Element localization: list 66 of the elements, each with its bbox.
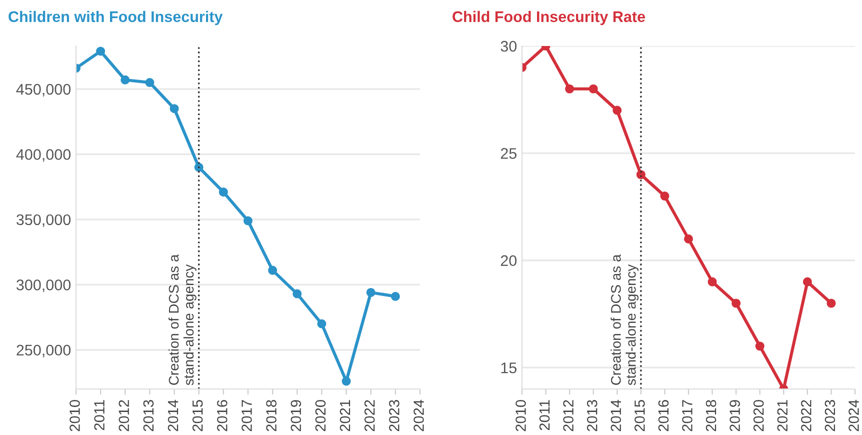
x-tick-label: 2016 [217, 400, 228, 432]
point [390, 292, 400, 301]
x-tick-label: 2018 [266, 400, 276, 432]
x-tick-label: 2014 [610, 400, 622, 432]
point [826, 298, 836, 308]
y-tick-label: 350,000 [16, 214, 71, 227]
point [342, 376, 351, 386]
point [292, 289, 302, 298]
point [802, 277, 812, 286]
point [268, 266, 278, 275]
y-tick-label: 250,000 [16, 344, 71, 358]
x-tick-label: 2018 [706, 400, 716, 432]
x-tick-label: 2021 [340, 400, 350, 432]
x-tick-label: 2020 [315, 400, 326, 432]
point [684, 234, 694, 244]
x-tick-label: 2023 [824, 400, 836, 432]
point [732, 298, 741, 308]
x-tick-label: 2013 [586, 400, 598, 432]
point [366, 288, 376, 298]
chart-title: Children with Food Insecurity [8, 10, 223, 26]
x-tick-label: 2017 [682, 400, 692, 432]
point [218, 188, 228, 197]
point [588, 84, 598, 94]
x-tick-label: 2021 [777, 400, 788, 432]
x-tick-label: 2024 [414, 400, 424, 432]
x-tick-label: 2024 [848, 400, 859, 432]
chart-title: Child Food Insecurity Rate [452, 10, 646, 26]
point [708, 277, 717, 286]
x-tick-label: 2017 [242, 400, 252, 432]
y-tick-label: 20 [500, 255, 517, 266]
x-tick-label: 2019 [730, 400, 740, 432]
point [96, 46, 106, 56]
x-tick-label: 2010 [516, 400, 526, 432]
x-tick-label: 2020 [753, 400, 764, 432]
x-tick-label: 2012 [563, 400, 574, 432]
y-tick-label: 450,000 [16, 84, 71, 97]
point [660, 192, 670, 201]
point [612, 106, 622, 115]
point [565, 84, 574, 94]
ref-line-label: Creation of DCS as a stand-alone agency [610, 254, 639, 386]
x-tick-label: 2023 [389, 400, 400, 432]
x-tick-label: 2011 [539, 400, 550, 430]
x-tick-label: 2022 [364, 400, 375, 432]
y-tick-label: 30 [500, 40, 517, 52]
x-tick-label: 2013 [143, 400, 154, 432]
x-tick-label: 2019 [290, 400, 302, 432]
x-tick-label: 2014 [168, 400, 178, 432]
x-tick-label: 2012 [118, 400, 130, 432]
x-tick-label: 2015 [192, 400, 203, 432]
point [243, 216, 253, 226]
x-tick-label: 2016 [658, 400, 669, 432]
x-tick-label: 2011 [94, 400, 104, 430]
y-tick-label: 300,000 [16, 280, 71, 292]
y-tick-label: 400,000 [16, 149, 71, 162]
point [145, 78, 154, 88]
point [170, 104, 179, 114]
point [755, 342, 764, 351]
point [120, 75, 130, 84]
ref-line-label: Creation of DCS as a stand-alone agency [168, 254, 196, 386]
x-tick-label: 2022 [801, 400, 812, 432]
x-tick-label: 2010 [70, 400, 80, 432]
point [194, 162, 204, 172]
y-tick-label: 25 [500, 148, 516, 159]
point [317, 319, 326, 328]
y-tick-label: 15 [501, 362, 516, 374]
x-tick-label: 2015 [634, 400, 645, 432]
